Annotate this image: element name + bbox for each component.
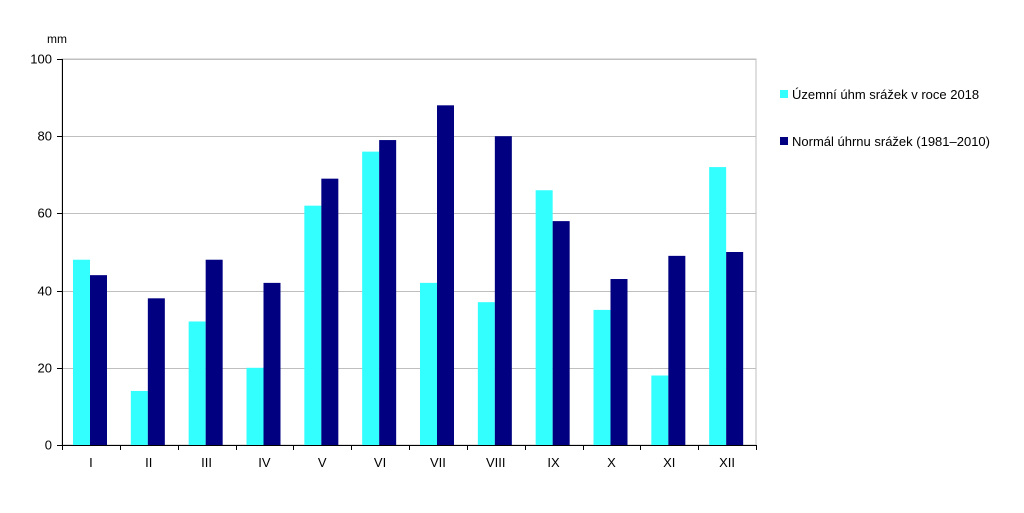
bar-series-2-IV <box>263 282 281 445</box>
legend-label-series-2: Normál úhrnu srážek (1981–2010) <box>792 133 990 149</box>
bar-series-1-VIII <box>477 302 495 445</box>
x-tick-label-V: V <box>318 455 327 470</box>
bar-series-1-I <box>73 259 90 445</box>
bar-series-2-X <box>610 279 628 445</box>
bar-series-1-XII <box>709 167 727 445</box>
x-tick-label-VI: VI <box>374 455 386 470</box>
bar-series-2-XI <box>668 255 686 445</box>
bar-series-1-V <box>304 205 322 445</box>
legend-swatch-series-2 <box>780 137 788 145</box>
x-tick-label-XII: XII <box>719 455 735 470</box>
bar-series-1-IV <box>246 367 264 445</box>
x-tick-label-VIII: VIII <box>486 455 506 470</box>
x-tick-label-VII: VII <box>430 455 446 470</box>
y-axis-unit: mm <box>47 32 67 46</box>
y-tick-label-0: 0 <box>45 438 52 453</box>
y-tick-label-20: 20 <box>38 361 52 376</box>
bar-series-1-VII <box>420 282 437 445</box>
bar-series-1-X <box>593 309 611 445</box>
bar-series-2-I <box>90 275 107 445</box>
bar-series-1-XI <box>651 375 669 445</box>
y-tick-label-80: 80 <box>38 129 52 144</box>
legend-label-series-1: Územní úhm srážek v roce 2018 <box>792 86 980 102</box>
x-tick-label-IX: IX <box>547 455 560 470</box>
bar-series-1-II <box>130 390 148 445</box>
x-tick-label-IV: IV <box>258 455 271 470</box>
x-tick-label-II: II <box>145 455 152 470</box>
x-tick-label-I: I <box>89 455 93 470</box>
bar-series-2-III <box>205 259 223 445</box>
bar-series-2-VI <box>379 140 397 445</box>
legend-item-series-1: Územní úhm srážek v roce 2018 <box>780 84 990 104</box>
chart-legend: Územní úhm srážek v roce 2018 Normál úhr… <box>780 84 990 178</box>
x-tick-label-XI: XI <box>663 455 675 470</box>
y-tick-label-100: 100 <box>30 52 52 67</box>
bar-series-2-V <box>321 178 339 445</box>
bar-series-2-XII <box>726 252 744 445</box>
x-tick-label-III: III <box>201 455 212 470</box>
x-tick-label-X: X <box>607 455 616 470</box>
legend-swatch-series-1 <box>780 90 788 98</box>
bar-series-1-VI <box>362 151 380 445</box>
bar-series-2-II <box>147 298 165 445</box>
bar-series-1-III <box>188 321 206 445</box>
legend-item-series-2: Normál úhrnu srážek (1981–2010) <box>780 131 990 151</box>
y-tick-label-40: 40 <box>38 284 52 299</box>
bar-series-2-IX <box>552 221 570 445</box>
bar-series-2-VII <box>437 105 454 445</box>
bar-series-1-IX <box>535 190 553 445</box>
y-tick-label-60: 60 <box>38 206 52 221</box>
bar-series-2-VIII <box>494 136 512 445</box>
